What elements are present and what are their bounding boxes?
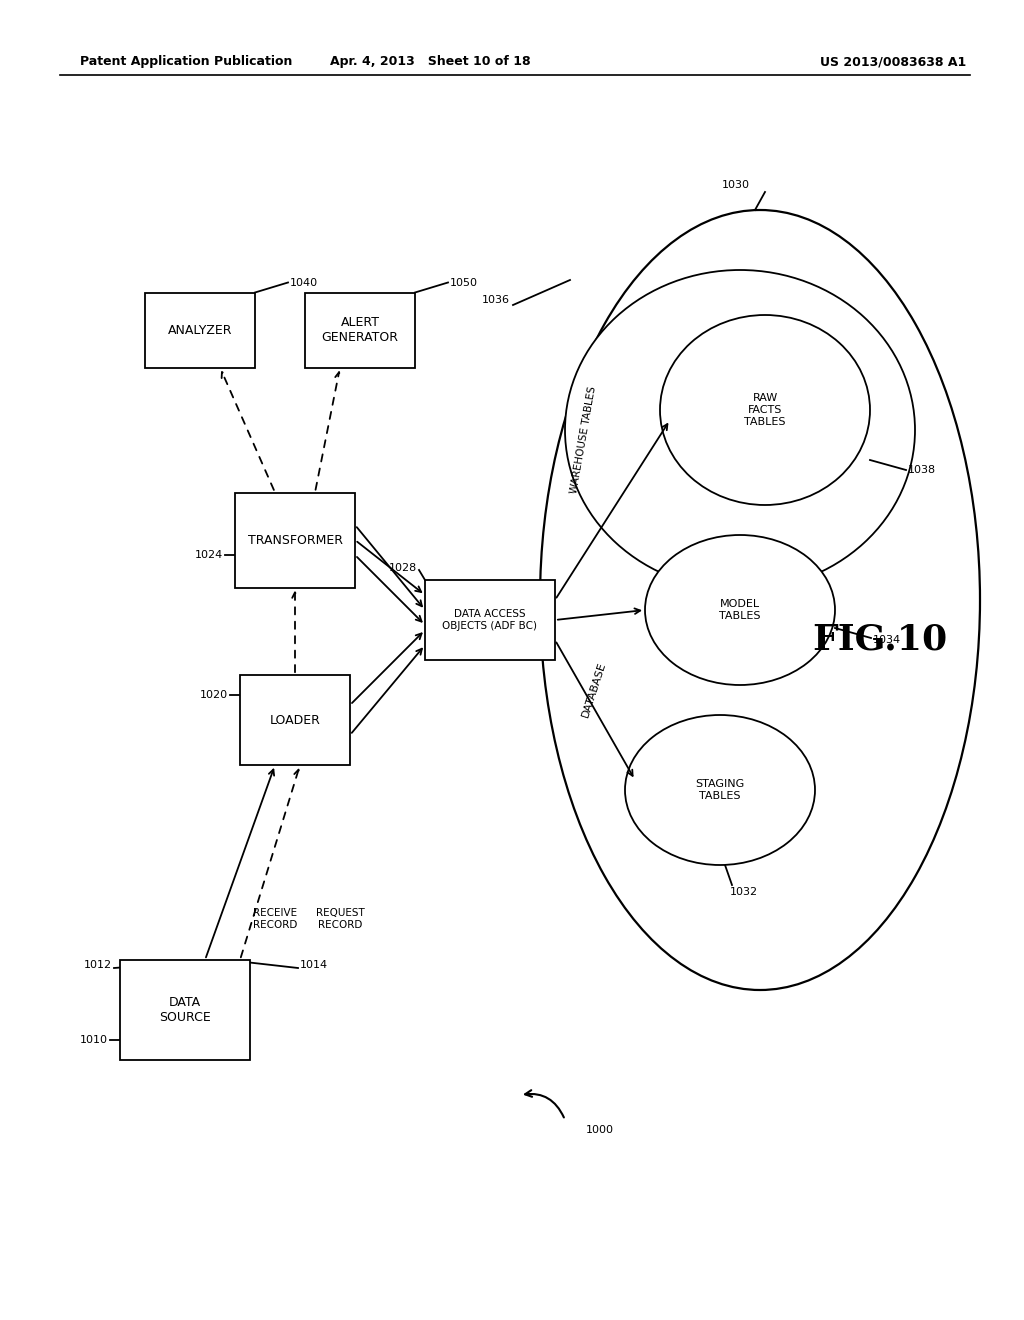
Text: WAREHOUSE TABLES: WAREHOUSE TABLES <box>568 385 597 495</box>
Ellipse shape <box>645 535 835 685</box>
Text: 1036: 1036 <box>482 294 510 305</box>
Text: 1032: 1032 <box>730 887 758 898</box>
Text: Patent Application Publication: Patent Application Publication <box>80 55 293 69</box>
Text: Apr. 4, 2013   Sheet 10 of 18: Apr. 4, 2013 Sheet 10 of 18 <box>330 55 530 69</box>
Text: REQUEST
RECORD: REQUEST RECORD <box>315 908 365 931</box>
Text: DATA ACCESS
OBJECTS (ADF BC): DATA ACCESS OBJECTS (ADF BC) <box>442 610 538 631</box>
Text: 1028: 1028 <box>389 564 417 573</box>
Text: 1024: 1024 <box>195 550 223 560</box>
Text: LOADER: LOADER <box>269 714 321 726</box>
Text: ANALYZER: ANALYZER <box>168 323 232 337</box>
Text: 1014: 1014 <box>300 960 328 970</box>
Text: RECEIVE
RECORD: RECEIVE RECORD <box>253 908 297 931</box>
Text: 1010: 1010 <box>80 1035 108 1045</box>
Bar <box>425 579 555 660</box>
Text: 1020: 1020 <box>200 690 228 700</box>
Text: 1038: 1038 <box>908 465 936 475</box>
Text: DATA
SOURCE: DATA SOURCE <box>159 997 211 1024</box>
Text: US 2013/0083638 A1: US 2013/0083638 A1 <box>820 55 967 69</box>
Text: 1030: 1030 <box>722 180 750 190</box>
Text: 1000: 1000 <box>586 1125 614 1135</box>
Bar <box>240 675 350 766</box>
Text: STAGING
TABLES: STAGING TABLES <box>695 779 744 801</box>
Ellipse shape <box>625 715 815 865</box>
Text: 1012: 1012 <box>84 960 112 970</box>
Text: 1040: 1040 <box>290 277 318 288</box>
FancyArrowPatch shape <box>525 1090 564 1118</box>
Text: RAW
FACTS
TABLES: RAW FACTS TABLES <box>744 393 785 426</box>
Text: ALERT
GENERATOR: ALERT GENERATOR <box>322 315 398 345</box>
Text: DATABASE: DATABASE <box>580 661 607 719</box>
Ellipse shape <box>565 271 915 590</box>
Bar <box>234 492 355 587</box>
Text: TRANSFORMER: TRANSFORMER <box>248 533 342 546</box>
Bar <box>145 293 255 367</box>
Ellipse shape <box>540 210 980 990</box>
Text: 1034: 1034 <box>873 635 901 645</box>
Ellipse shape <box>660 315 870 506</box>
Text: FIG.10: FIG.10 <box>812 623 947 657</box>
Text: 1050: 1050 <box>450 277 478 288</box>
Bar <box>120 960 250 1060</box>
Text: MODEL
TABLES: MODEL TABLES <box>719 599 761 620</box>
Bar <box>305 293 415 367</box>
